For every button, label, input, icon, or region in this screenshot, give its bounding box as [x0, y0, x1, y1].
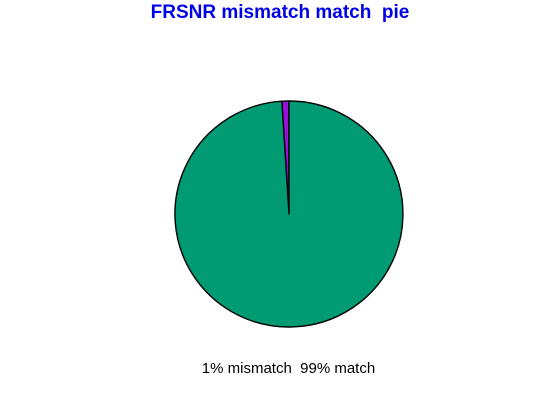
- pie-slice-match: [174, 100, 404, 328]
- chart-title: FRSNR mismatch match pie: [150, 2, 410, 23]
- chart-caption: 1% mismatch 99% match: [201, 360, 376, 377]
